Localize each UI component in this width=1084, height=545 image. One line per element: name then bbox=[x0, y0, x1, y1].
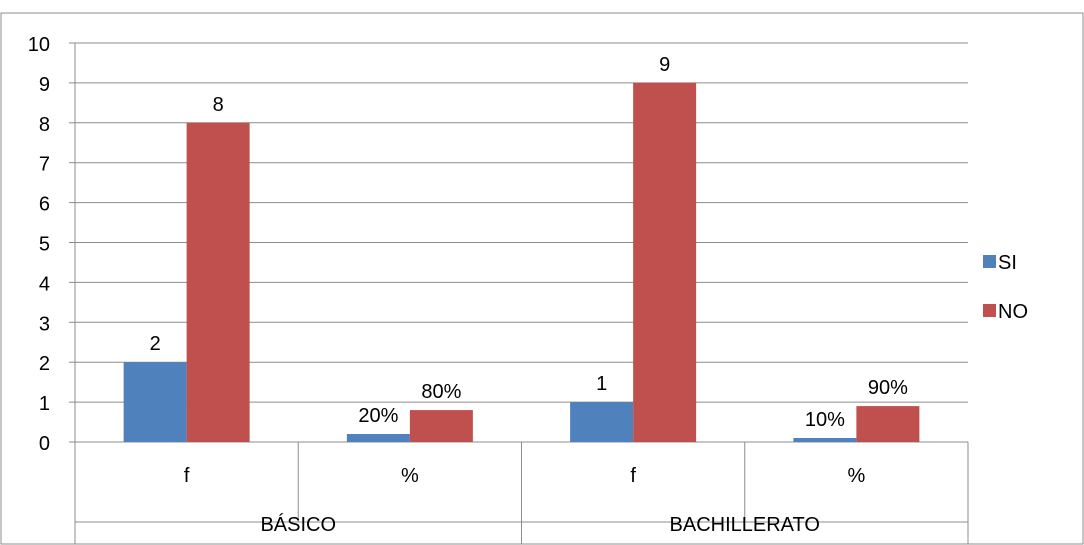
group-label: BÁSICO bbox=[260, 513, 336, 536]
y-tick-label: 4 bbox=[39, 273, 50, 295]
y-tick-label: 0 bbox=[39, 433, 50, 455]
tick-labels: 0 1 2 3 4 5 6 7 8 9 10 f% f % BÁSICO BACHILLERATO bbox=[28, 34, 866, 536]
bar-si bbox=[793, 438, 857, 442]
bar-no bbox=[409, 410, 473, 442]
bar-no bbox=[856, 406, 920, 442]
x-tick-label: % bbox=[847, 465, 865, 487]
bar-si bbox=[123, 362, 187, 442]
y-tick-label: 2 bbox=[39, 353, 50, 375]
legend: SI NO bbox=[983, 252, 1028, 323]
y-tick-label: 8 bbox=[39, 114, 50, 136]
legend-swatch-si bbox=[983, 255, 996, 268]
group-label: BACHILLERATO bbox=[670, 514, 820, 536]
legend-label-si: SI bbox=[998, 252, 1017, 274]
data-label: 1 bbox=[596, 373, 607, 395]
data-label: 20% bbox=[358, 405, 398, 427]
legend-label-no: NO bbox=[998, 301, 1028, 323]
x-tick-label: % bbox=[401, 465, 419, 487]
y-tick-label: 7 bbox=[39, 154, 50, 176]
data-label: 2 bbox=[150, 333, 161, 355]
x-tick-label: f bbox=[184, 465, 190, 487]
data-label: 8 bbox=[213, 94, 224, 116]
y-tick-label: 10 bbox=[28, 34, 50, 56]
data-label: 90% bbox=[868, 377, 908, 399]
bar-si bbox=[346, 434, 410, 442]
data-label: 9 bbox=[659, 54, 670, 76]
y-tick-label: 9 bbox=[39, 74, 50, 96]
data-labels: 2 20% 1 10% 8 80% 9 90% bbox=[150, 54, 909, 431]
bar-no bbox=[186, 122, 250, 443]
y-tick-label: 5 bbox=[39, 234, 50, 256]
data-label: 80% bbox=[421, 381, 461, 403]
x-tick-label: f bbox=[630, 465, 636, 487]
y-tick-label: 3 bbox=[39, 313, 50, 335]
bars bbox=[123, 82, 920, 443]
legend-swatch-no bbox=[983, 304, 996, 317]
bar-si bbox=[570, 402, 634, 442]
data-label: 10% bbox=[805, 409, 845, 431]
y-tick-label: 6 bbox=[39, 194, 50, 216]
chart-border bbox=[0, 12, 1084, 545]
y-tick-label: 1 bbox=[39, 393, 50, 415]
bar-no bbox=[633, 82, 697, 443]
